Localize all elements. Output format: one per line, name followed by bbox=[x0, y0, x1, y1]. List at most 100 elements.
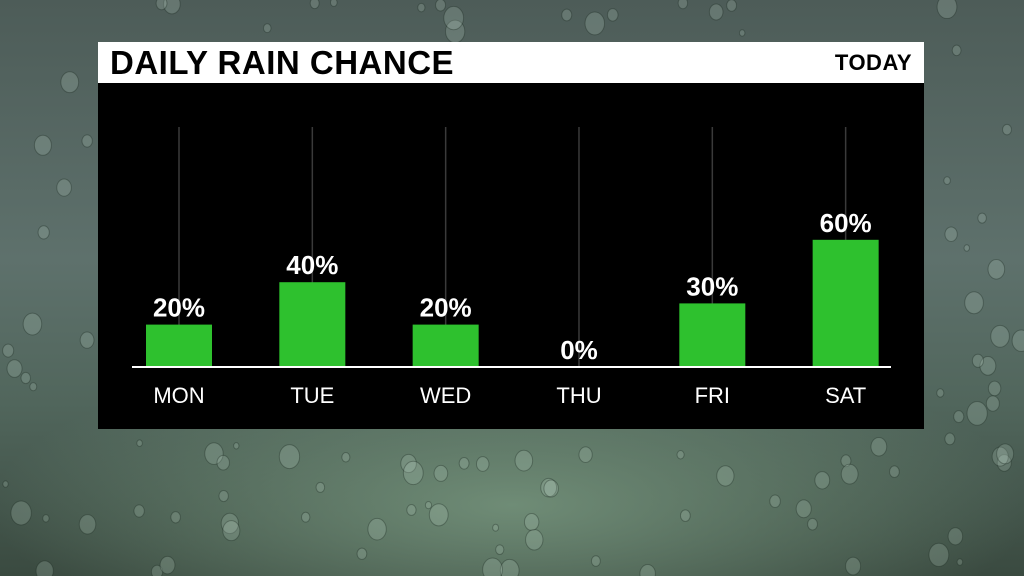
raindrop bbox=[677, 0, 689, 10]
raindrop bbox=[29, 382, 38, 392]
raindrop bbox=[406, 504, 417, 516]
raindrop bbox=[840, 454, 852, 468]
raindrop bbox=[150, 564, 164, 576]
raindrop bbox=[561, 8, 573, 22]
value-label-tue: 40% bbox=[286, 250, 338, 280]
raindrop bbox=[2, 343, 15, 358]
value-label-thu: 0% bbox=[560, 335, 598, 365]
bar-fri bbox=[679, 303, 746, 367]
raindrop bbox=[840, 463, 859, 485]
raindrop bbox=[433, 464, 449, 482]
raindrop bbox=[60, 71, 80, 94]
raindrop bbox=[936, 0, 958, 20]
raindrop bbox=[499, 558, 520, 576]
raindrop bbox=[845, 556, 862, 576]
raindrop bbox=[944, 226, 958, 242]
raindrop bbox=[936, 388, 945, 398]
raindrop bbox=[543, 479, 559, 498]
day-label-fri: FRI bbox=[695, 383, 730, 408]
raindrop bbox=[979, 356, 997, 376]
raindrop bbox=[159, 555, 176, 575]
raindrop bbox=[220, 512, 240, 535]
raindrop bbox=[216, 454, 230, 471]
raindrop bbox=[482, 557, 504, 576]
bar-wed bbox=[412, 324, 479, 367]
raindrop bbox=[458, 457, 470, 470]
day-label-tue: TUE bbox=[290, 383, 334, 408]
raindrop bbox=[10, 500, 32, 526]
raindrop bbox=[726, 0, 737, 12]
raindrop bbox=[807, 517, 818, 531]
raindrop bbox=[956, 558, 964, 566]
raindrop bbox=[341, 452, 351, 463]
raindrop bbox=[222, 520, 241, 542]
raindrop bbox=[424, 500, 433, 510]
raindrop bbox=[78, 514, 97, 535]
raindrop bbox=[943, 176, 951, 185]
raindrop bbox=[578, 446, 593, 464]
raindrop bbox=[606, 8, 619, 22]
raindrop bbox=[417, 2, 426, 13]
period-label: TODAY bbox=[834, 50, 912, 75]
raindrop bbox=[170, 511, 181, 524]
raindrop bbox=[738, 29, 746, 37]
raindrop bbox=[951, 44, 962, 57]
raindrop bbox=[37, 225, 50, 240]
raindrop bbox=[795, 499, 812, 519]
raindrop bbox=[163, 0, 181, 15]
raindrop bbox=[300, 511, 311, 523]
chart-title: DAILY RAIN CHANCE bbox=[110, 44, 455, 81]
raindrop bbox=[540, 477, 558, 498]
raindrop bbox=[953, 410, 965, 424]
raindrop bbox=[443, 5, 465, 31]
raindrop bbox=[679, 509, 691, 522]
raindrop bbox=[888, 465, 900, 478]
raindrop bbox=[676, 450, 685, 460]
raindrop bbox=[233, 442, 240, 450]
value-label-sat: 60% bbox=[820, 208, 872, 238]
raindrop bbox=[492, 523, 500, 532]
raindrop bbox=[590, 555, 601, 567]
raindrop bbox=[1002, 123, 1012, 136]
raindrop bbox=[716, 465, 735, 487]
day-label-mon: MON bbox=[153, 383, 204, 408]
raindrop bbox=[81, 134, 93, 148]
raindrop bbox=[870, 436, 888, 457]
raindrop bbox=[987, 380, 1002, 397]
raindrop bbox=[133, 504, 145, 518]
raindrop bbox=[475, 456, 490, 472]
raindrop bbox=[136, 439, 143, 447]
raindrop bbox=[514, 449, 534, 472]
raindrop bbox=[985, 395, 1000, 412]
raindrop bbox=[639, 564, 656, 576]
bar-mon bbox=[146, 324, 212, 367]
chart-panel: 20% MON 40% TUE 20% WED 0% THU 30% FRI 60% SAT bbox=[98, 83, 924, 429]
raindrop bbox=[990, 324, 1010, 348]
raindrop bbox=[262, 23, 272, 34]
raindrop bbox=[996, 454, 1012, 472]
day-label-thu: THU bbox=[556, 383, 601, 408]
value-label-fri: 30% bbox=[686, 271, 738, 301]
raindrop bbox=[79, 331, 95, 349]
raindrop bbox=[523, 513, 540, 531]
raindrop bbox=[367, 517, 387, 541]
raindrop bbox=[329, 0, 338, 7]
chart-header: DAILY RAIN CHANCE TODAY bbox=[98, 42, 924, 83]
raindrop bbox=[495, 544, 505, 555]
bar-tue bbox=[279, 282, 346, 367]
raindrop bbox=[944, 432, 956, 446]
raindrop bbox=[22, 312, 43, 336]
raindrop bbox=[991, 446, 1009, 467]
raindrop bbox=[708, 3, 724, 21]
raindrop bbox=[963, 244, 970, 252]
bar-sat bbox=[812, 239, 879, 367]
raindrop bbox=[400, 453, 417, 474]
raindrop bbox=[315, 481, 326, 493]
value-label-wed: 20% bbox=[420, 293, 472, 323]
value-label-mon: 20% bbox=[153, 293, 205, 323]
raindrop bbox=[584, 11, 606, 36]
raindrop bbox=[525, 529, 544, 551]
raindrop bbox=[56, 178, 72, 197]
raindrop bbox=[278, 444, 301, 470]
